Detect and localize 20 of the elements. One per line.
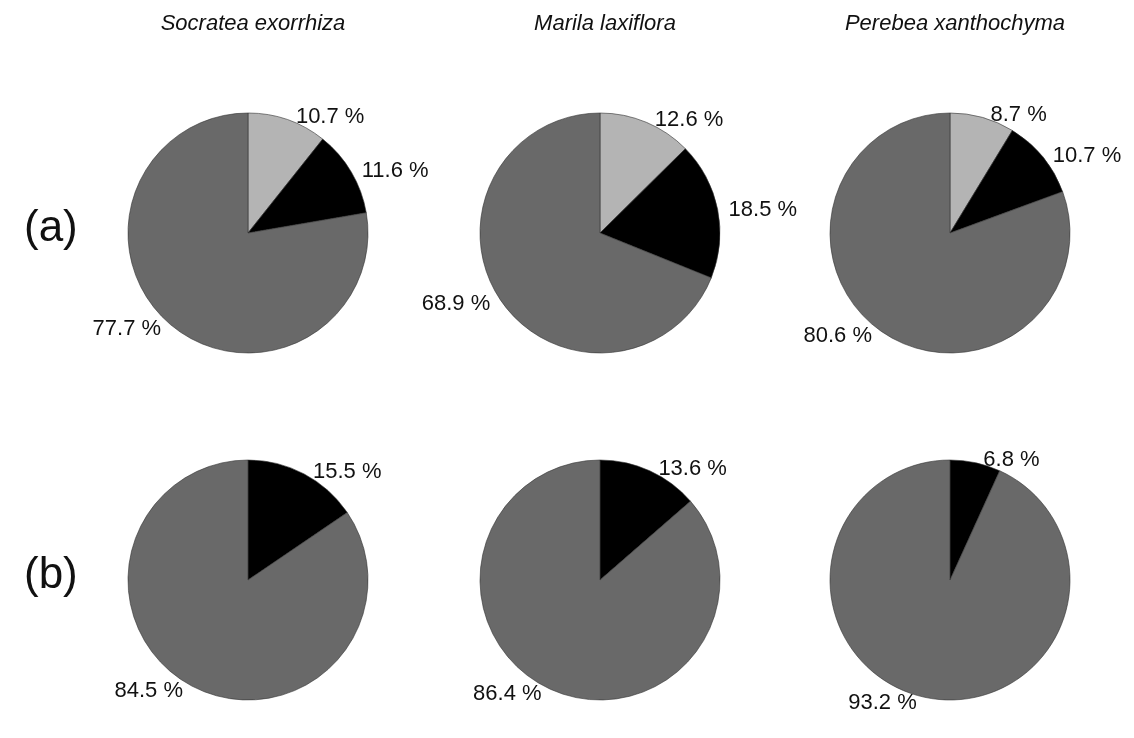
text: (a) [24, 200, 78, 250]
data-label: 84.5 % [114, 677, 183, 703]
data-label: 12.6 % [654, 106, 724, 132]
text: (b) [24, 547, 78, 597]
data-label: 80.6 % [803, 322, 873, 348]
data-label: 10.7 % [1052, 141, 1122, 167]
data-label: 86.4 % [473, 680, 542, 706]
data-label: 13.6 % [658, 454, 727, 480]
data-label: 18.5 % [728, 196, 798, 222]
chart-title: Perebea xanthochyma [844, 9, 1066, 35]
data-label: 10.7 % [295, 103, 365, 129]
chart-title: Socratea exorrhiza [160, 9, 346, 35]
data-label: 15.5 % [313, 457, 382, 483]
data-label: 77.7 % [92, 315, 162, 341]
data-label: 6.8 % [983, 446, 1040, 472]
chart-title: Marila laxiflora [534, 9, 676, 35]
data-label: 11.6 % [361, 157, 429, 183]
data-label: 68.9 % [421, 289, 491, 315]
data-label: 93.2 % [848, 688, 917, 714]
data-label: 8.7 % [990, 101, 1047, 127]
